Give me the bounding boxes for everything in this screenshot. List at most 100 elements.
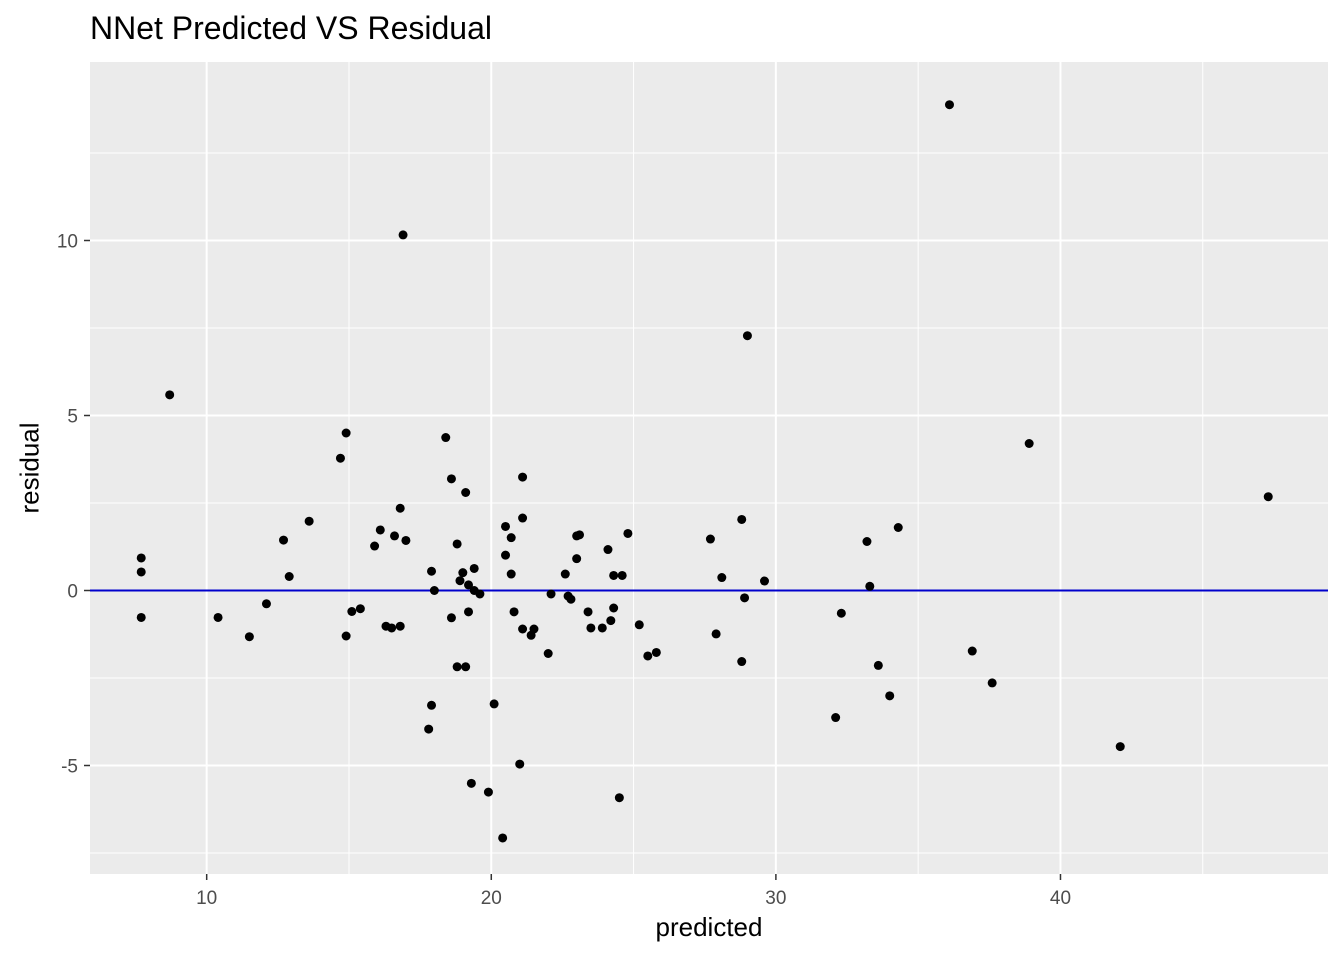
data-point [862, 537, 872, 546]
data-point [711, 629, 721, 639]
data-point [498, 833, 508, 843]
data-point [737, 657, 747, 667]
x-tick-label: 20 [481, 888, 502, 909]
data-point [1024, 439, 1034, 448]
data-point [987, 678, 997, 688]
data-point [609, 603, 619, 613]
data-point [452, 539, 462, 549]
x-tick-label: 30 [765, 888, 786, 909]
data-point [506, 569, 516, 579]
y-tick-label: 10 [57, 232, 78, 253]
data-point [165, 390, 175, 400]
data-point [489, 699, 499, 709]
data-point [446, 613, 456, 623]
data-point [395, 621, 405, 631]
data-point [279, 535, 289, 545]
data-point [464, 580, 474, 590]
data-point [614, 793, 624, 803]
data-point [705, 534, 715, 544]
data-point [469, 563, 479, 573]
data-point [483, 787, 493, 797]
data-point [529, 624, 539, 634]
data-point [464, 607, 474, 617]
data-point [865, 581, 875, 591]
chart-title: NNet Predicted VS Residual [90, 10, 492, 46]
data-point [609, 570, 619, 580]
y-tick-label: -5 [61, 757, 78, 778]
data-point [455, 576, 465, 586]
data-point [873, 660, 883, 670]
data-point [466, 778, 476, 788]
data-point [355, 604, 365, 614]
data-point [634, 620, 644, 630]
data-point [651, 647, 661, 657]
y-tick-label: 0 [67, 582, 78, 603]
data-point [623, 528, 633, 538]
data-point [546, 589, 556, 599]
data-point [424, 724, 434, 734]
data-point [543, 649, 553, 658]
data-point [1115, 742, 1125, 752]
data-point [597, 623, 607, 633]
data-point [944, 100, 954, 110]
data-point [452, 662, 462, 672]
data-point [742, 331, 752, 341]
data-point [893, 523, 903, 532]
data-point [375, 525, 385, 535]
data-point [213, 612, 223, 622]
data-point [885, 691, 895, 701]
data-point [617, 570, 627, 580]
data-point [370, 541, 380, 551]
y-tick-label: 5 [67, 407, 78, 428]
data-point [831, 713, 841, 723]
data-point [446, 474, 456, 484]
data-point [244, 632, 254, 642]
data-point [461, 488, 471, 497]
data-point [518, 624, 528, 634]
data-point [717, 573, 727, 583]
data-points [136, 100, 1273, 843]
data-point [136, 553, 146, 563]
data-point [284, 572, 294, 581]
data-point [136, 567, 146, 577]
data-point [603, 545, 613, 555]
x-tick-label: 40 [1050, 888, 1071, 909]
data-point [335, 453, 345, 463]
y-axis: -5 0 5 10 [57, 232, 90, 778]
data-point [347, 607, 357, 616]
data-point [759, 576, 769, 586]
data-point [518, 472, 528, 482]
data-point [967, 646, 977, 656]
minor-gridlines [90, 62, 1328, 874]
x-axis-title: predicted [655, 912, 763, 942]
data-point [441, 433, 451, 443]
data-point [737, 514, 747, 524]
data-point [304, 516, 314, 526]
data-point [572, 554, 582, 564]
data-point [643, 651, 653, 661]
x-axis: 10 20 30 40 [196, 874, 1071, 909]
data-point [740, 593, 750, 603]
data-point [475, 589, 485, 599]
data-point [387, 623, 397, 633]
data-point [501, 550, 511, 560]
data-point [390, 531, 400, 541]
data-point [586, 623, 596, 633]
data-point [341, 631, 351, 641]
y-axis-title: residual [14, 422, 45, 514]
plot-panel [90, 62, 1328, 874]
data-point [398, 230, 408, 240]
data-point [427, 566, 437, 576]
data-point [458, 568, 468, 578]
data-point [461, 662, 471, 672]
data-point [506, 533, 516, 543]
data-point [427, 700, 437, 710]
data-point [575, 530, 585, 540]
data-point [1263, 492, 1273, 502]
data-point [401, 535, 411, 545]
data-point [341, 428, 351, 438]
data-point [836, 608, 846, 618]
data-point [136, 612, 146, 622]
data-point [606, 616, 616, 626]
